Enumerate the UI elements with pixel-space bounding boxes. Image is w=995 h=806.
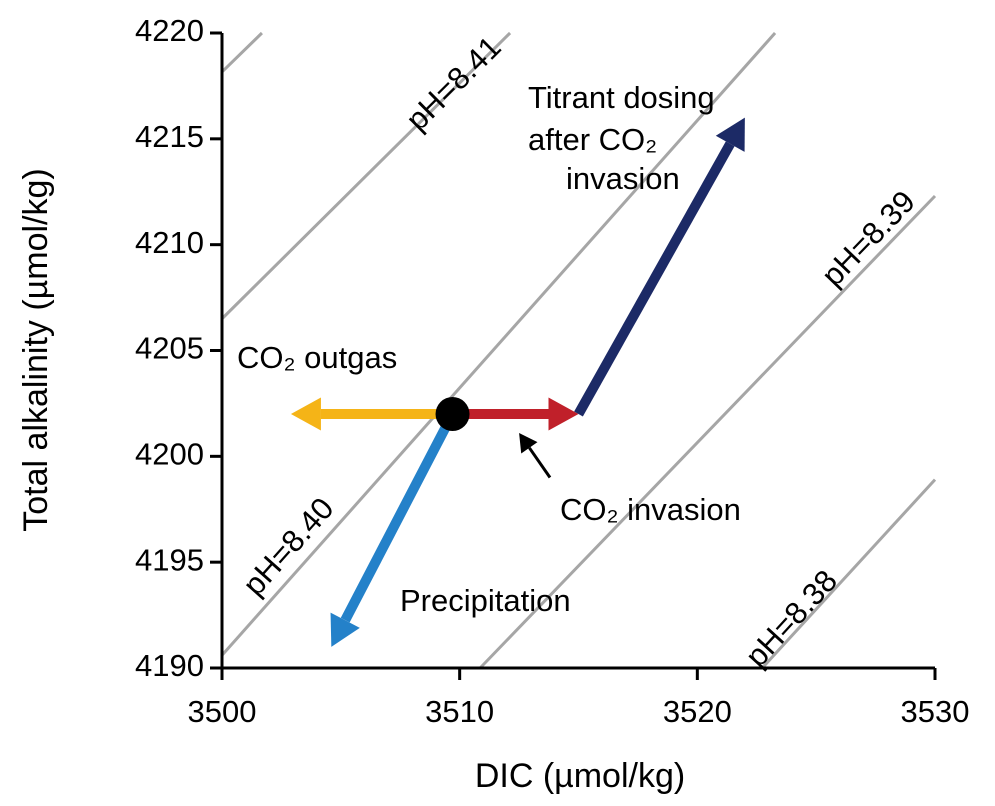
isoline	[220, 31, 263, 74]
arrow	[574, 117, 745, 417]
point	[435, 397, 470, 431]
y-tick-label: 4195	[135, 542, 204, 577]
isoline-label: pH=8.41	[399, 29, 507, 137]
arrow	[330, 411, 457, 647]
y-tick-label: 4205	[135, 331, 204, 366]
isoline-label: pH=8.38	[738, 563, 844, 674]
x-tick-label: 3530	[901, 694, 970, 729]
pointer-arrow-head	[519, 433, 538, 454]
isoline-label: pH=8.39	[815, 184, 922, 293]
y-tick-label: 4220	[135, 13, 204, 48]
pointer-arrow	[519, 433, 552, 479]
isoline	[479, 194, 937, 670]
annotation: invasion	[566, 161, 680, 196]
arrow-line	[574, 141, 735, 417]
annotation: after CO₂	[528, 122, 657, 157]
isoline	[220, 31, 512, 320]
isoline	[761, 478, 937, 670]
annotation: CO₂ invasion	[560, 492, 741, 527]
y-axis-label: Total alkalinity (µmol/kg)	[17, 168, 55, 531]
arrow-head	[715, 117, 745, 152]
x-tick-label: 3520	[663, 694, 732, 729]
x-axis-label: DIC (µmol/kg)	[475, 757, 685, 795]
y-tick-label: 4190	[135, 648, 204, 683]
x-tick-label: 3500	[188, 694, 257, 729]
arrow-head	[548, 397, 579, 431]
annotation: CO₂ outgas	[237, 340, 397, 375]
arrow-head	[330, 612, 360, 647]
y-tick-label: 4200	[135, 437, 204, 472]
pointer-arrow-line	[528, 446, 552, 479]
isoline	[220, 32, 777, 657]
arrow-head	[290, 397, 321, 431]
isoline-label: pH=8.40	[236, 491, 341, 603]
y-tick-label: 4215	[135, 119, 204, 154]
arrow	[452, 397, 579, 431]
y-tick-label: 4210	[135, 225, 204, 260]
arrow	[290, 397, 453, 431]
annotation: Precipitation	[400, 583, 571, 618]
arrow-line	[340, 411, 457, 623]
annotation: Titrant dosing	[528, 80, 715, 115]
x-tick-label: 3510	[425, 694, 494, 729]
